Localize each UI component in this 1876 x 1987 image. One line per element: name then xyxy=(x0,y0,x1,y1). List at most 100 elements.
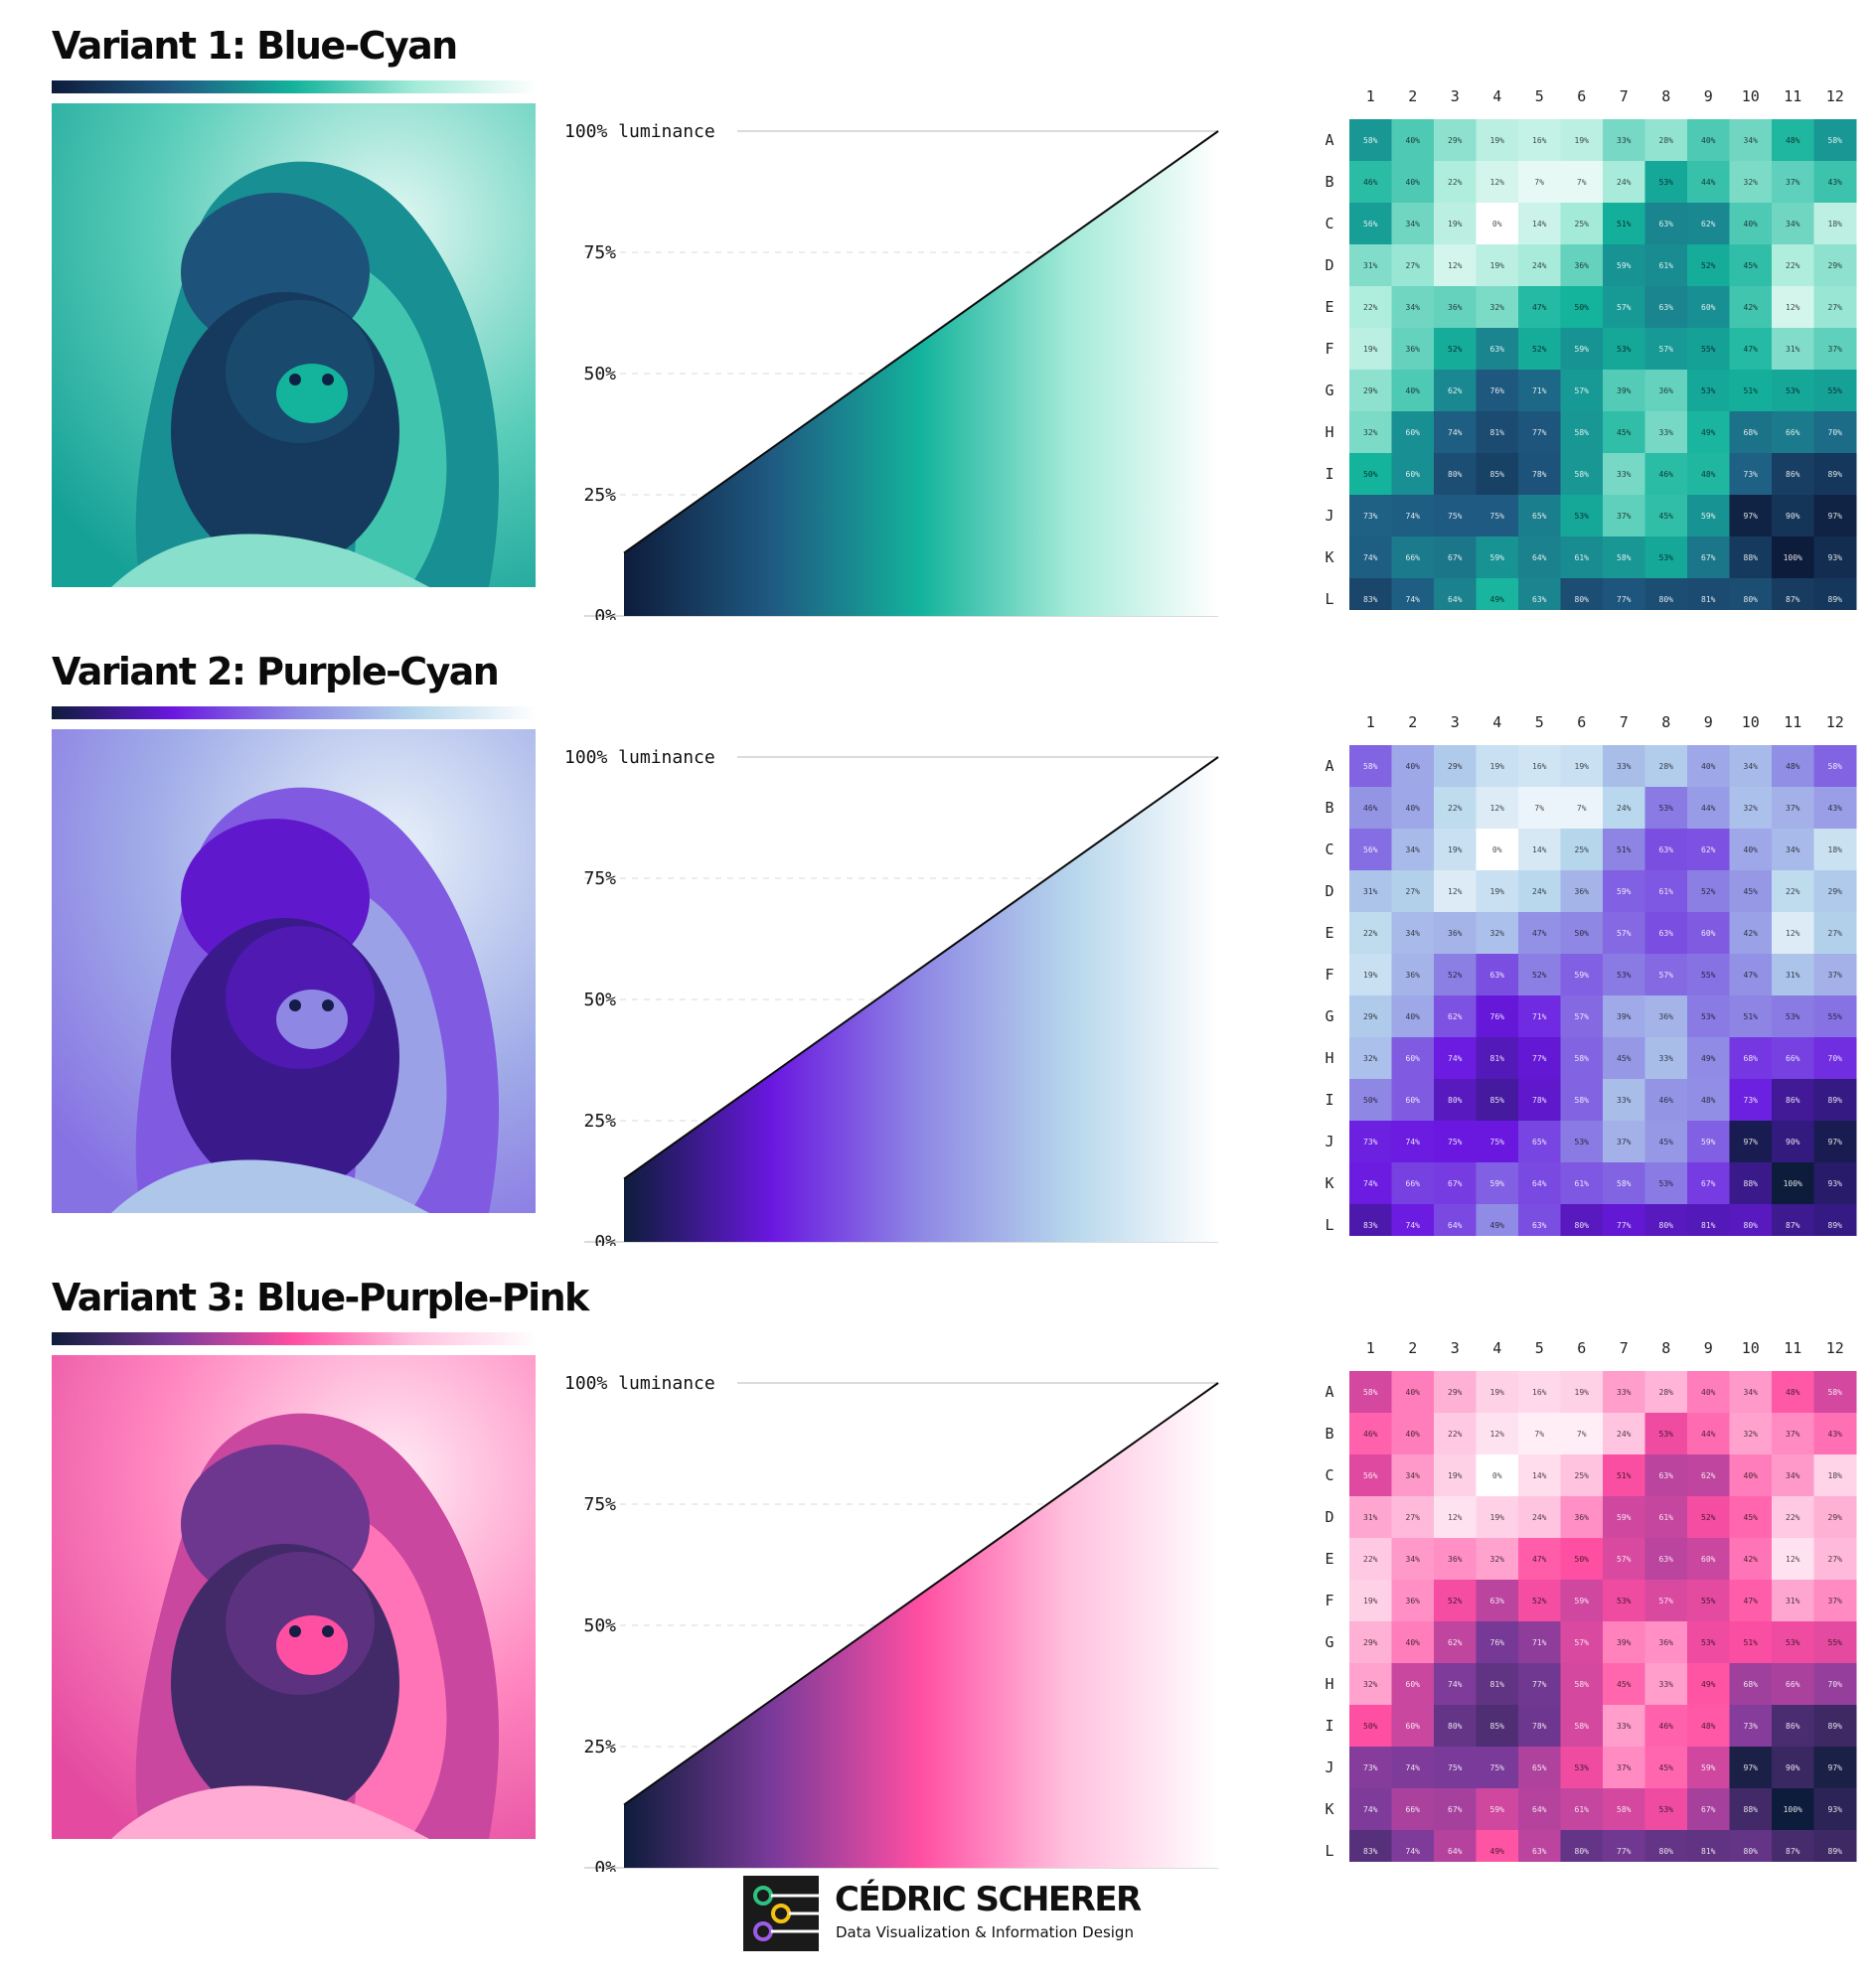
heatmap-cell xyxy=(1434,1454,1477,1497)
cell-value-label: 67% xyxy=(1448,553,1463,562)
heatmap-cell xyxy=(1560,745,1604,788)
cell-value-label: 53% xyxy=(1575,512,1590,521)
cell-value-label: 22% xyxy=(1363,1555,1378,1564)
cell-value-label: 22% xyxy=(1448,1430,1463,1439)
cell-value-label: 34% xyxy=(1744,1388,1759,1397)
cell-value-label: 74% xyxy=(1406,1763,1421,1772)
cell-value-label: 58% xyxy=(1575,1096,1590,1105)
cell-value-label: 40% xyxy=(1406,1638,1421,1647)
heatmap-cell xyxy=(1729,1621,1773,1664)
cell-value-label: 74% xyxy=(1406,1847,1421,1856)
heatmap-cell xyxy=(1391,870,1435,913)
brand-name: CÉDRIC SCHERER xyxy=(835,1880,1142,1919)
cell-value-label: 36% xyxy=(1659,1012,1674,1021)
heatmap-cell xyxy=(1603,1204,1645,1236)
heatmap-cell xyxy=(1560,161,1604,204)
heatmap-cell xyxy=(1349,870,1392,913)
heatmap-cell xyxy=(1603,411,1645,454)
heatmap-cell xyxy=(1560,453,1604,496)
cell-value-label: 81% xyxy=(1490,1054,1505,1063)
cell-value-label: 73% xyxy=(1744,470,1759,479)
cell-value-label: 39% xyxy=(1617,386,1632,395)
heatmap-cell xyxy=(1772,1371,1814,1414)
cell-value-label: 57% xyxy=(1575,1638,1590,1647)
cell-value-label: 34% xyxy=(1786,845,1800,854)
cell-value-label: 53% xyxy=(1617,971,1632,980)
cell-value-label: 36% xyxy=(1406,345,1421,354)
heatmap-cell xyxy=(1729,1580,1773,1622)
heatmap-cell xyxy=(1644,787,1688,830)
heatmap-cell xyxy=(1349,1705,1392,1748)
heatmap-cell xyxy=(1560,1830,1604,1862)
heatmap-cell xyxy=(1772,1830,1814,1862)
cell-value-label: 62% xyxy=(1448,1638,1463,1647)
heatmap-cell xyxy=(1518,1621,1561,1664)
heatmap-cell xyxy=(1687,870,1730,913)
heatmap-cell xyxy=(1729,1079,1773,1122)
cell-value-label: 48% xyxy=(1701,1722,1716,1731)
cell-value-label: 73% xyxy=(1744,1722,1759,1731)
cell-value-label: 50% xyxy=(1363,470,1378,479)
luminance-line xyxy=(623,1382,1219,1806)
cell-value-label: 89% xyxy=(1828,1722,1843,1731)
cell-value-label: 70% xyxy=(1828,1680,1843,1689)
cell-value-label: 51% xyxy=(1617,845,1632,854)
cell-value-label: 87% xyxy=(1786,1221,1800,1230)
cell-value-label: 63% xyxy=(1490,345,1505,354)
heatmap-cell xyxy=(1813,912,1857,955)
cell-value-label: 52% xyxy=(1448,971,1463,980)
heatmap-cell xyxy=(1644,1663,1688,1706)
heatmap-cell xyxy=(1603,1705,1645,1748)
variant-section-3: Variant 3: Blue-Purple-Pink 0% 25% 50% 75% 1… xyxy=(0,1276,1876,1902)
heatmap-cell xyxy=(1391,1162,1435,1205)
cell-value-label: 80% xyxy=(1659,1221,1674,1230)
heatmap-cell xyxy=(1772,203,1814,245)
cell-value-label: 46% xyxy=(1659,1722,1674,1731)
cell-value-label: 50% xyxy=(1363,1722,1378,1731)
heatmap-cell xyxy=(1518,787,1561,830)
cell-value-label: 7% xyxy=(1577,1430,1587,1439)
cell-value-label: 34% xyxy=(1786,1471,1800,1480)
heatmap-cell xyxy=(1434,829,1477,871)
heatmap-cell xyxy=(1772,536,1814,579)
cell-value-label: 74% xyxy=(1448,1680,1463,1689)
heatmap-cell xyxy=(1687,1580,1730,1622)
cell-value-label: 19% xyxy=(1490,261,1505,270)
heatmap-cell xyxy=(1434,1121,1477,1163)
heatmap-cell xyxy=(1729,370,1773,412)
cell-value-label: 88% xyxy=(1744,1179,1759,1188)
y-tick-label: 25% xyxy=(583,1737,616,1758)
cell-value-label: 60% xyxy=(1701,929,1716,938)
y-tick-label: 50% xyxy=(583,1615,616,1636)
cell-value-label: 81% xyxy=(1701,1221,1716,1230)
column-label: 12 xyxy=(1826,87,1844,105)
column-label: 12 xyxy=(1826,713,1844,731)
column-label: 3 xyxy=(1451,87,1460,105)
heatmap-cell xyxy=(1476,286,1519,329)
cell-value-label: 22% xyxy=(1786,1513,1800,1522)
cell-value-label: 53% xyxy=(1617,345,1632,354)
cell-value-label: 22% xyxy=(1786,261,1800,270)
heatmap-cell xyxy=(1729,912,1773,955)
cell-value-label: 24% xyxy=(1532,887,1547,896)
heatmap-cell xyxy=(1391,495,1435,537)
column-label: 6 xyxy=(1577,713,1586,731)
heatmap-cell xyxy=(1518,912,1561,955)
cell-value-label: 73% xyxy=(1363,1138,1378,1146)
cell-value-label: 97% xyxy=(1744,512,1759,521)
heatmap-cell xyxy=(1813,1162,1857,1205)
heatmap-cell xyxy=(1518,1079,1561,1122)
row-label: F xyxy=(1325,340,1333,358)
cell-value-label: 64% xyxy=(1532,553,1547,562)
heatmap-cell xyxy=(1349,411,1392,454)
heatmap-cell xyxy=(1603,1830,1645,1862)
heatmap-cell xyxy=(1644,453,1688,496)
cell-value-label: 80% xyxy=(1575,1847,1590,1856)
heatmap-cell xyxy=(1518,870,1561,913)
heatmap-cell xyxy=(1729,578,1773,610)
cell-value-label: 31% xyxy=(1363,261,1378,270)
heatmap-cell xyxy=(1560,1621,1604,1664)
heatmap-cell xyxy=(1349,745,1392,788)
cell-value-label: 34% xyxy=(1406,845,1421,854)
